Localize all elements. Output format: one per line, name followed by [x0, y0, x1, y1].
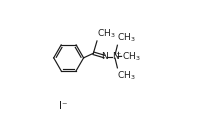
- Text: CH$_3$: CH$_3$: [117, 31, 135, 44]
- Text: CH$_3$: CH$_3$: [121, 50, 140, 63]
- Text: I⁻: I⁻: [59, 101, 67, 111]
- Text: +: +: [115, 51, 120, 56]
- Text: N: N: [101, 52, 107, 61]
- Text: CH$_3$: CH$_3$: [117, 69, 135, 82]
- Text: CH$_3$: CH$_3$: [97, 27, 115, 40]
- Text: N: N: [111, 52, 118, 61]
